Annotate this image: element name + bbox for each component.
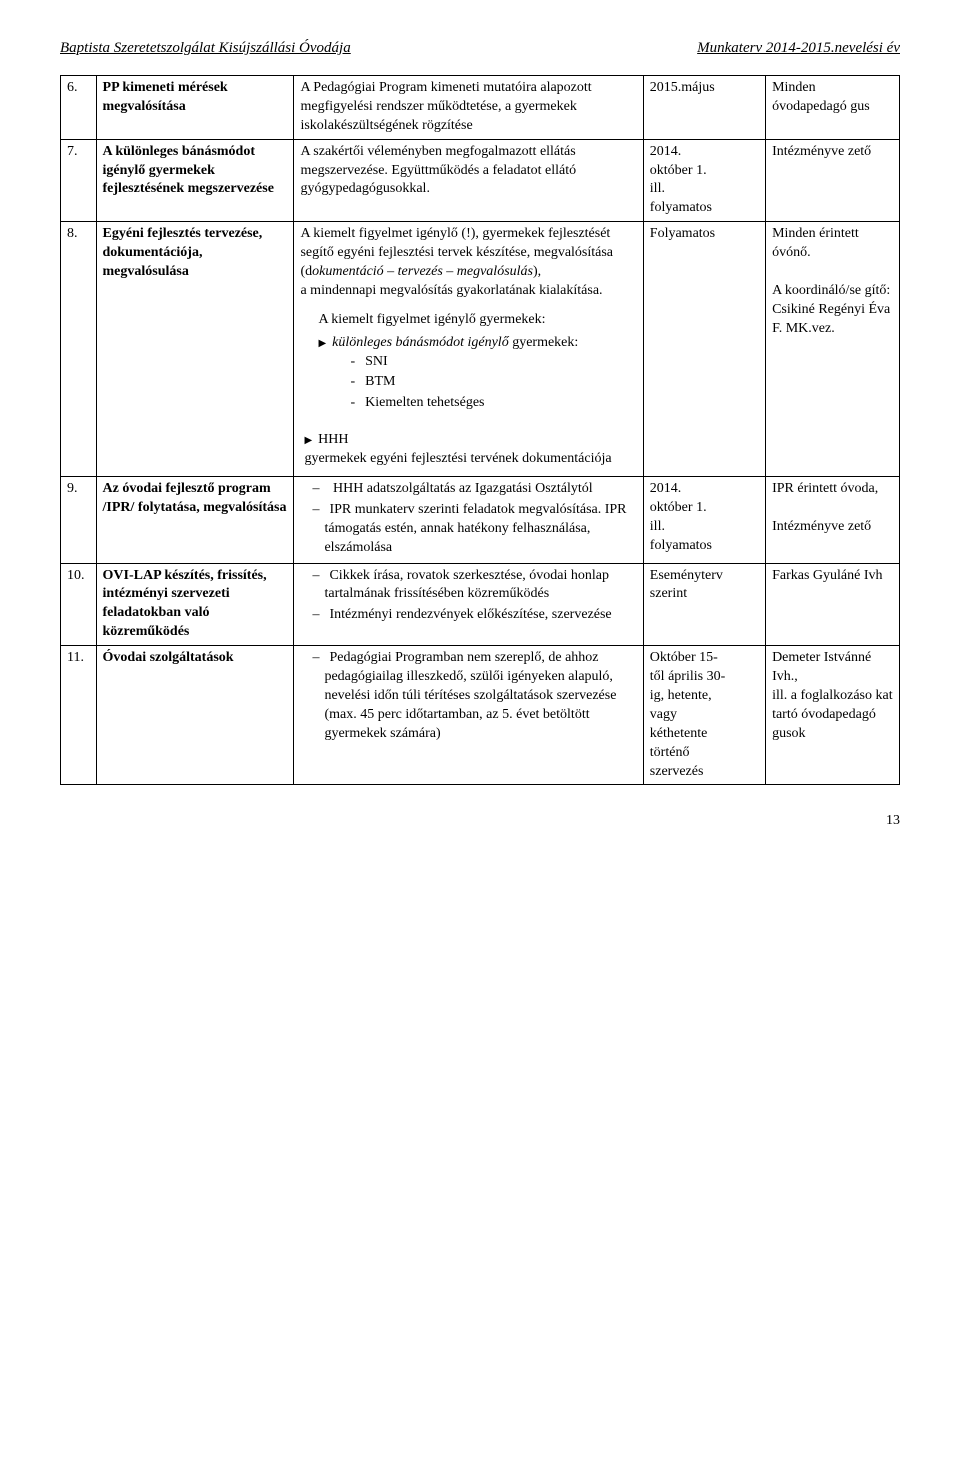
row-when: Eseményterv szerint bbox=[643, 563, 765, 646]
list-item: HHH gyermekek egyéni fejlesztési tervéne… bbox=[304, 431, 636, 469]
when-line: 2014. bbox=[650, 144, 682, 159]
page-number: 13 bbox=[60, 813, 900, 829]
row-number: 11. bbox=[61, 646, 97, 785]
row-title: Egyéni fejlesztés tervezése, dokumentáci… bbox=[96, 222, 294, 477]
list-item: Pedagógiai Programban nem szereplő, de a… bbox=[300, 649, 636, 743]
work-plan-table: 6. PP kimeneti mérések megvalósítása A P… bbox=[60, 75, 900, 785]
dash-list: HHH adatszolgáltatás az Igazgatási Osztá… bbox=[300, 480, 636, 558]
when-line: 2015.május bbox=[650, 80, 715, 95]
when-line: Eseményterv szerint bbox=[650, 568, 723, 602]
sub-list: SNI BTM Kiemelten tehetséges bbox=[318, 353, 636, 414]
row-who: Demeter Istvánné Ivh., ill. a foglalkozá… bbox=[766, 646, 900, 785]
table-row: 6. PP kimeneti mérések megvalósítása A P… bbox=[61, 76, 900, 140]
row-when: Október 15- től április 30- ig, hetente,… bbox=[643, 646, 765, 785]
header-left: Baptista Szeretetszolgálat Kisújszállási… bbox=[60, 40, 351, 57]
list-rest: gyermekek: bbox=[509, 335, 579, 350]
row-title: Az óvodai fejlesztő program /IPR/ folyta… bbox=[96, 477, 294, 564]
when-line: folyamatos bbox=[650, 200, 712, 215]
when-line: Folyamatos bbox=[650, 226, 715, 241]
table-row: 7. A különleges bánásmódot igénylő gyerm… bbox=[61, 139, 900, 222]
row-description: Pedagógiai Programban nem szereplő, de a… bbox=[294, 646, 643, 785]
list-item: SNI bbox=[350, 353, 636, 372]
row-when: 2014. október 1. ill. folyamatos bbox=[643, 139, 765, 222]
row-when: 2014. október 1. ill. folyamatos bbox=[643, 477, 765, 564]
row-title: PP kimeneti mérések megvalósítása bbox=[96, 76, 294, 140]
list-item: különleges bánásmódot igénylő gyermekek:… bbox=[318, 334, 636, 414]
table-row: 9. Az óvodai fejlesztő program /IPR/ fol… bbox=[61, 477, 900, 564]
spacer bbox=[300, 417, 636, 427]
when-line: történő bbox=[650, 745, 690, 760]
when-line: Október 15- bbox=[650, 650, 718, 665]
when-line: től április 30- bbox=[650, 669, 725, 684]
when-line: október 1. bbox=[650, 163, 707, 178]
row-description: A kiemelt figyelmet igénylő (!), gyermek… bbox=[294, 222, 643, 477]
row-description: Cikkek írása, rovatok szerkesztése, óvod… bbox=[294, 563, 643, 646]
table-row: 11. Óvodai szolgáltatások Pedagógiai Pro… bbox=[61, 646, 900, 785]
row-title: Óvodai szolgáltatások bbox=[96, 646, 294, 785]
table-row: 10. OVI-LAP készítés, frissítés, intézmé… bbox=[61, 563, 900, 646]
list-item: IPR munkaterv szerinti feladatok megvaló… bbox=[300, 501, 636, 558]
list-item: BTM bbox=[350, 373, 636, 392]
when-line: ig, hetente, bbox=[650, 688, 712, 703]
list-italic: különleges bánásmódot igénylő bbox=[332, 335, 509, 350]
when-line: ill. bbox=[650, 181, 665, 196]
bullet-list: HHH gyermekek egyéni fejlesztési tervéne… bbox=[300, 431, 636, 469]
row-who: Minden óvodapedagó gus bbox=[766, 76, 900, 140]
row-description: A Pedagógiai Program kimeneti mutatóira … bbox=[294, 76, 643, 140]
row-description: A szakértői véleményben megfogalmazott e… bbox=[294, 139, 643, 222]
dash-list: Pedagógiai Programban nem szereplő, de a… bbox=[300, 649, 636, 743]
desc-para-italic: okumentáció – tervezés – megvalósulás bbox=[312, 264, 533, 279]
row-when: Folyamatos bbox=[643, 222, 765, 477]
when-line: szervezés bbox=[650, 764, 704, 779]
row-when: 2015.május bbox=[643, 76, 765, 140]
when-line: október 1. bbox=[650, 500, 707, 515]
header-right: Munkaterv 2014-2015.nevelési év bbox=[697, 40, 900, 57]
row-title: A különleges bánásmódot igénylő gyermeke… bbox=[96, 139, 294, 222]
table-row: 8. Egyéni fejlesztés tervezése, dokument… bbox=[61, 222, 900, 477]
bullet-list: különleges bánásmódot igénylő gyermekek:… bbox=[300, 334, 636, 414]
when-line: kéthetente bbox=[650, 726, 708, 741]
row-number: 8. bbox=[61, 222, 97, 477]
row-who: Minden érintett óvónő. A koordináló/se g… bbox=[766, 222, 900, 477]
row-number: 10. bbox=[61, 563, 97, 646]
row-number: 6. bbox=[61, 76, 97, 140]
page-header: Baptista Szeretetszolgálat Kisújszállási… bbox=[60, 40, 900, 57]
row-description: HHH adatszolgáltatás az Igazgatási Osztá… bbox=[294, 477, 643, 564]
row-number: 7. bbox=[61, 139, 97, 222]
list-label: HHH bbox=[318, 432, 348, 447]
row-who: IPR érintett óvoda, Intézményve zető bbox=[766, 477, 900, 564]
dash-list: Cikkek írása, rovatok szerkesztése, óvod… bbox=[300, 567, 636, 626]
row-who: Intézményve zető bbox=[766, 139, 900, 222]
list-item: Cikkek írása, rovatok szerkesztése, óvod… bbox=[300, 567, 636, 605]
when-line: 2014. bbox=[650, 481, 682, 496]
list-item: Kiemelten tehetséges bbox=[350, 394, 636, 413]
when-line: ill. bbox=[650, 519, 665, 534]
list-item: Intézményi rendezvények előkészítése, sz… bbox=[300, 606, 636, 625]
spacer bbox=[300, 301, 636, 311]
row-who: Farkas Gyuláné Ivh bbox=[766, 563, 900, 646]
row-title: OVI-LAP készítés, frissítés, intézményi … bbox=[96, 563, 294, 646]
list-subtext: gyermekek egyéni fejlesztési tervének do… bbox=[304, 450, 636, 469]
when-line: folyamatos bbox=[650, 538, 712, 553]
row-number: 9. bbox=[61, 477, 97, 564]
list-item: HHH adatszolgáltatás az Igazgatási Osztá… bbox=[300, 480, 636, 499]
desc-block-head: A kiemelt figyelmet igénylő gyermekek: bbox=[300, 311, 636, 330]
when-line: vagy bbox=[650, 707, 677, 722]
